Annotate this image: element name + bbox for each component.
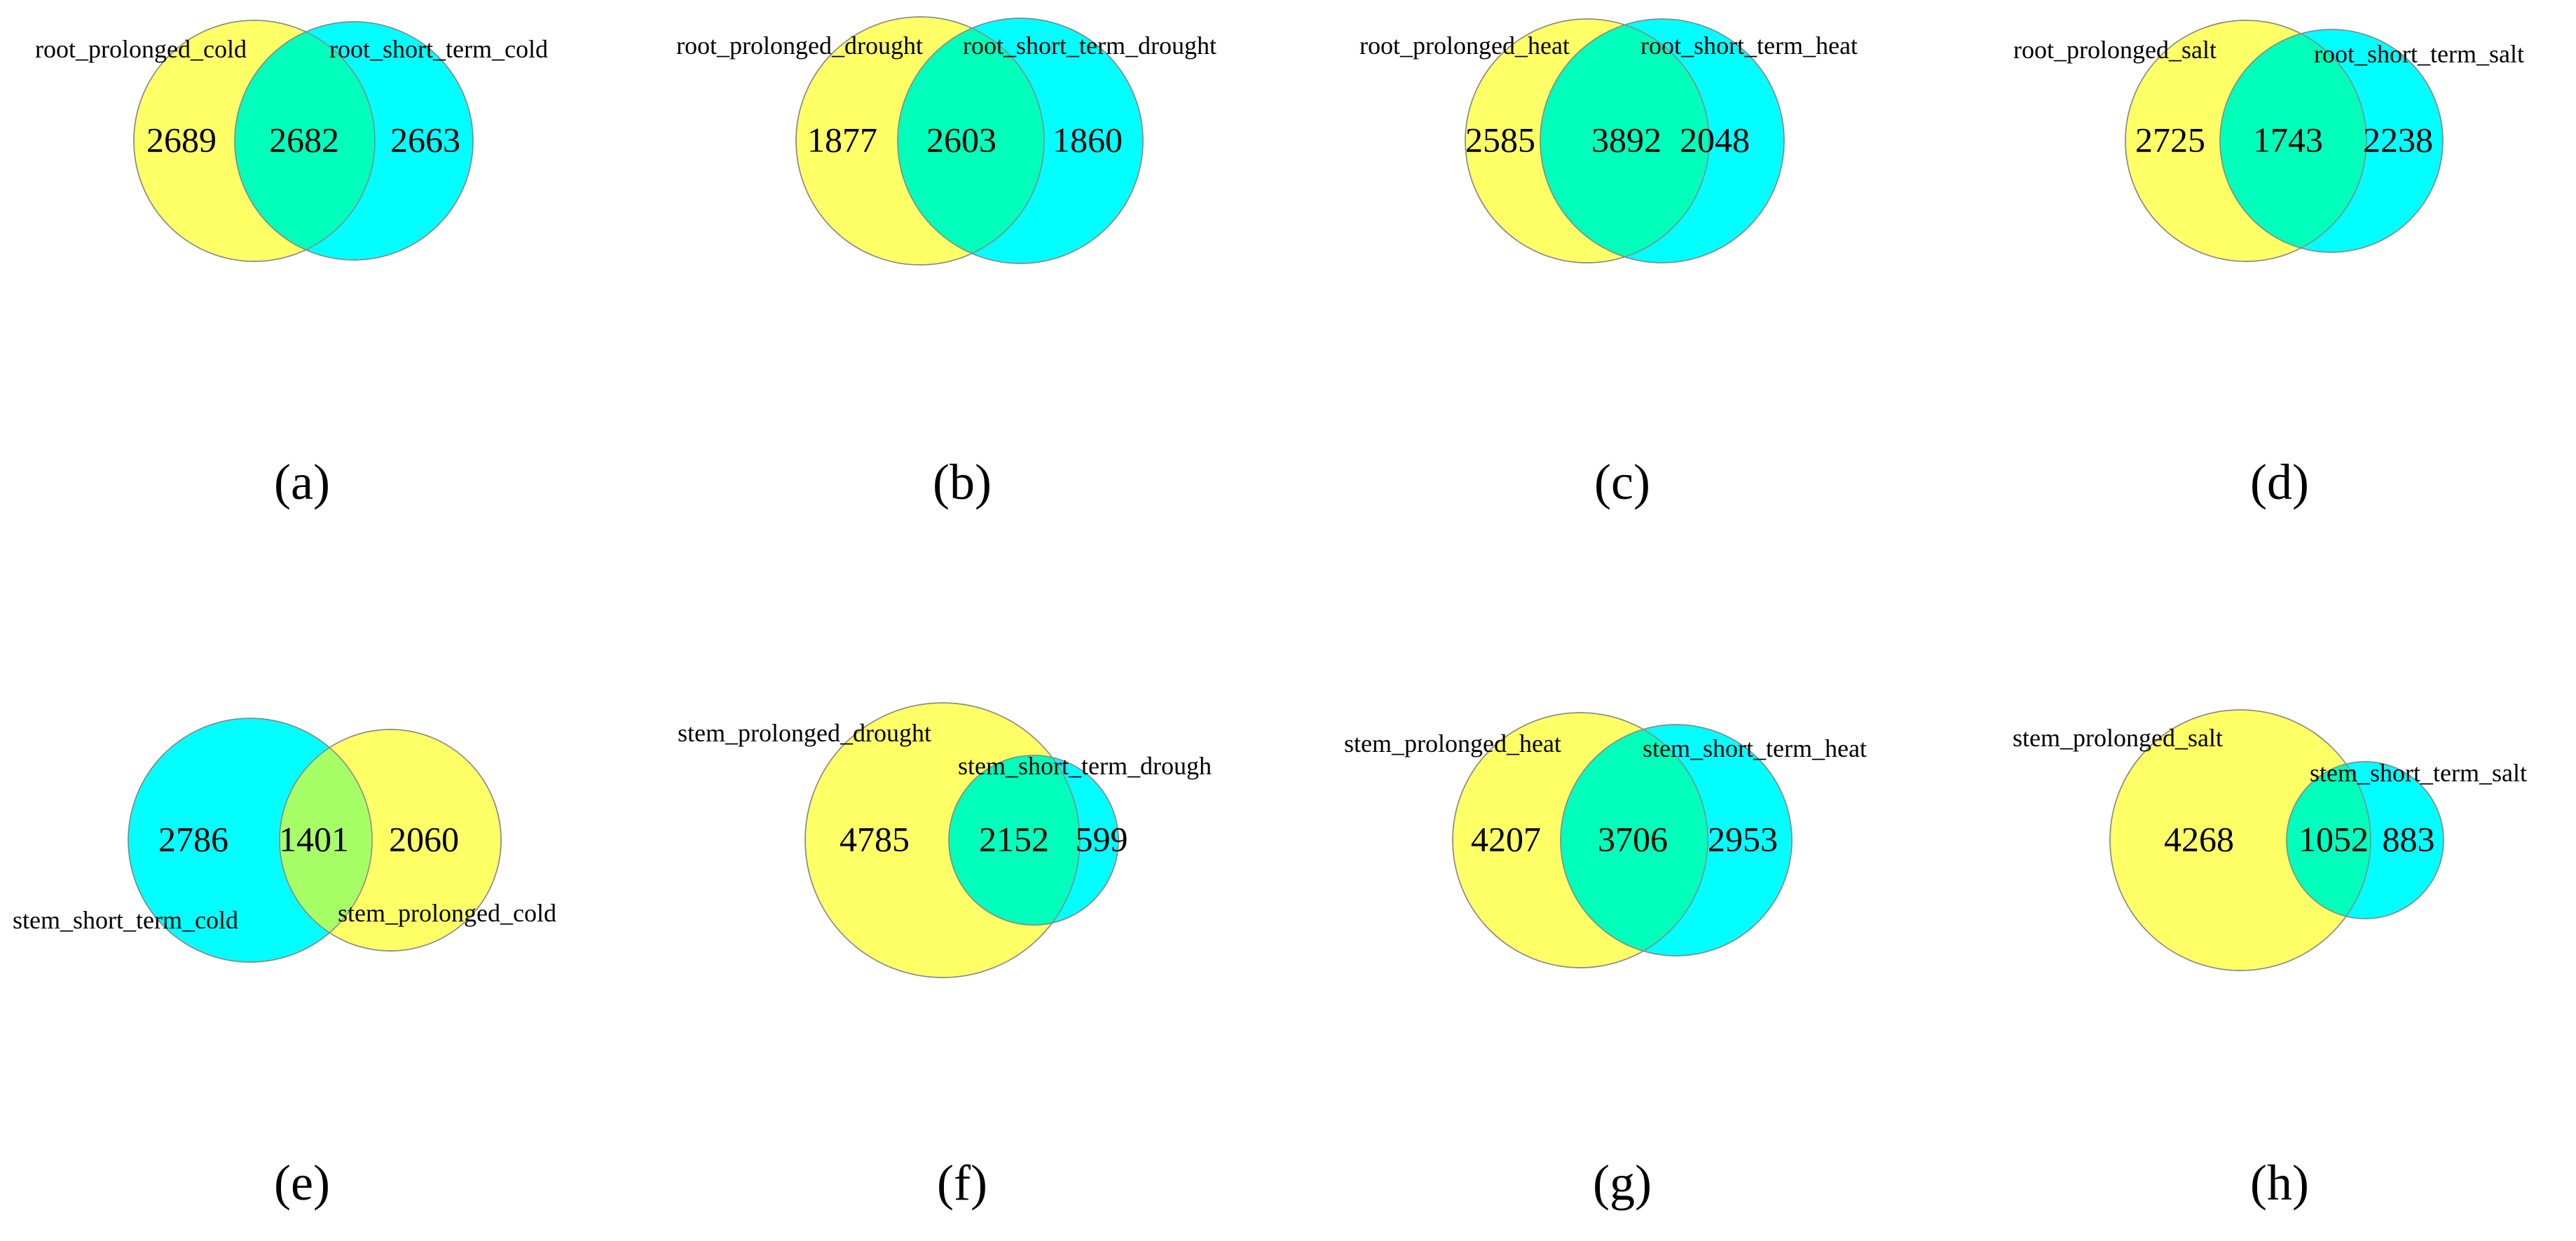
overlap-region xyxy=(2287,762,2371,919)
left-set-label: root_prolonged_salt xyxy=(2013,36,2217,64)
right-set-outline xyxy=(948,755,1119,926)
right-only-count: 1860 xyxy=(1053,120,1123,159)
left-set-label: root_prolonged_heat xyxy=(1359,32,1570,60)
left-set-label: stem_prolonged_salt xyxy=(2013,724,2223,752)
right-set-outline xyxy=(2286,761,2444,919)
panel-caption: (h) xyxy=(2250,1155,2309,1211)
venn-panel-a: root_prolonged_cold root_short_term_cold 2… xyxy=(35,20,548,510)
overlap-region xyxy=(235,22,375,260)
left-only-count: 1877 xyxy=(807,120,877,159)
intersection-count: 1401 xyxy=(279,819,349,858)
right-set-outline xyxy=(1560,724,1793,957)
left-only-count: 2585 xyxy=(1465,120,1535,159)
panel-caption: (c) xyxy=(1594,454,1650,510)
panel-caption: (g) xyxy=(1593,1155,1652,1211)
overlap-region xyxy=(2220,29,2366,252)
intersection-count: 3892 xyxy=(1591,120,1662,159)
overlap-region xyxy=(1561,725,1708,956)
right-only-count: 2953 xyxy=(1708,819,1778,858)
right-set-label: root_short_term_drought xyxy=(963,32,1217,60)
panel-caption: (f) xyxy=(937,1155,987,1211)
right-only-count: 883 xyxy=(2383,819,2435,858)
right-set-label: stem_short_term_drough xyxy=(958,752,1212,780)
panel-caption: (d) xyxy=(2250,454,2309,510)
right-set-outline xyxy=(234,21,474,261)
left-only-count: 4785 xyxy=(840,819,910,858)
right-set-label: root_short_term_heat xyxy=(1640,32,1858,60)
left-set-label: stem_prolonged_drought xyxy=(678,719,931,747)
left-set-outline xyxy=(2109,709,2371,971)
left-set-label: root_prolonged_drought xyxy=(676,32,923,60)
intersection-count: 2682 xyxy=(269,120,339,159)
overlap-region xyxy=(898,18,1044,263)
left-set-outline xyxy=(795,16,1045,266)
venn-panel-d: root_prolonged_salt root_short_term_salt 2… xyxy=(2013,20,2524,510)
right-only-count: 599 xyxy=(1076,819,1128,858)
right-only-count: 2663 xyxy=(390,120,460,159)
intersection-count: 1052 xyxy=(2298,819,2369,858)
intersection-count: 3706 xyxy=(1598,819,1668,858)
right-set-label: root_short_term_salt xyxy=(2314,40,2524,68)
venn-panel-c: root_prolonged_heat root_short_term_heat 2… xyxy=(1359,18,1858,510)
left-set-outline xyxy=(1452,712,1708,968)
left-set-outline xyxy=(133,20,376,262)
left-only-count: 4268 xyxy=(2164,819,2234,858)
panel-caption: (e) xyxy=(274,1155,330,1211)
right-only-count: 2048 xyxy=(1680,120,1750,159)
left-set-outline xyxy=(1465,18,1710,263)
venn-panel-b: root_prolonged_drought root_short_term_dr… xyxy=(676,16,1217,510)
panel-caption: (a) xyxy=(274,454,330,510)
venn-panel-e: stem_short_term_cold stem_prolonged_cold 2… xyxy=(13,718,556,1211)
right-set-outline xyxy=(279,729,502,952)
left-only-count: 2725 xyxy=(2135,120,2205,159)
overlap-region xyxy=(280,729,372,951)
left-set-outline xyxy=(2125,20,2367,262)
right-only-count: 2060 xyxy=(389,819,459,858)
right-set-label: stem_prolonged_cold xyxy=(338,899,556,927)
left-set-label: stem_prolonged_heat xyxy=(1344,729,1561,757)
left-set-label: stem_short_term_cold xyxy=(13,906,238,934)
intersection-count: 2603 xyxy=(926,120,996,159)
right-set-outline xyxy=(1540,18,1785,263)
intersection-count: 2152 xyxy=(979,819,1049,858)
right-set-outline xyxy=(897,18,1144,264)
venn-panel-f: stem_prolonged_drought stem_short_term_dr… xyxy=(678,702,1212,1211)
right-only-count: 2238 xyxy=(2363,120,2433,159)
panel-caption: (b) xyxy=(933,454,992,510)
left-set-outline xyxy=(128,718,373,963)
left-only-count: 4207 xyxy=(1471,819,1541,858)
venn-panel-g: stem_prolonged_heat stem_short_term_heat 4… xyxy=(1344,712,1867,1211)
left-set-label: root_prolonged_cold xyxy=(35,35,247,63)
left-only-count: 2786 xyxy=(158,819,228,858)
venn-panel-h: stem_prolonged_salt stem_short_term_salt 4… xyxy=(2013,709,2527,1211)
left-set-outline xyxy=(804,702,1081,978)
left-only-count: 2689 xyxy=(146,120,217,159)
intersection-count: 1743 xyxy=(2253,120,2323,159)
right-set-label: stem_short_term_heat xyxy=(1643,734,1867,762)
overlap-region xyxy=(1540,19,1709,263)
right-set-outline xyxy=(2219,29,2444,253)
right-set-label: stem_short_term_salt xyxy=(2310,759,2527,787)
right-set-label: root_short_term_cold xyxy=(329,35,548,63)
